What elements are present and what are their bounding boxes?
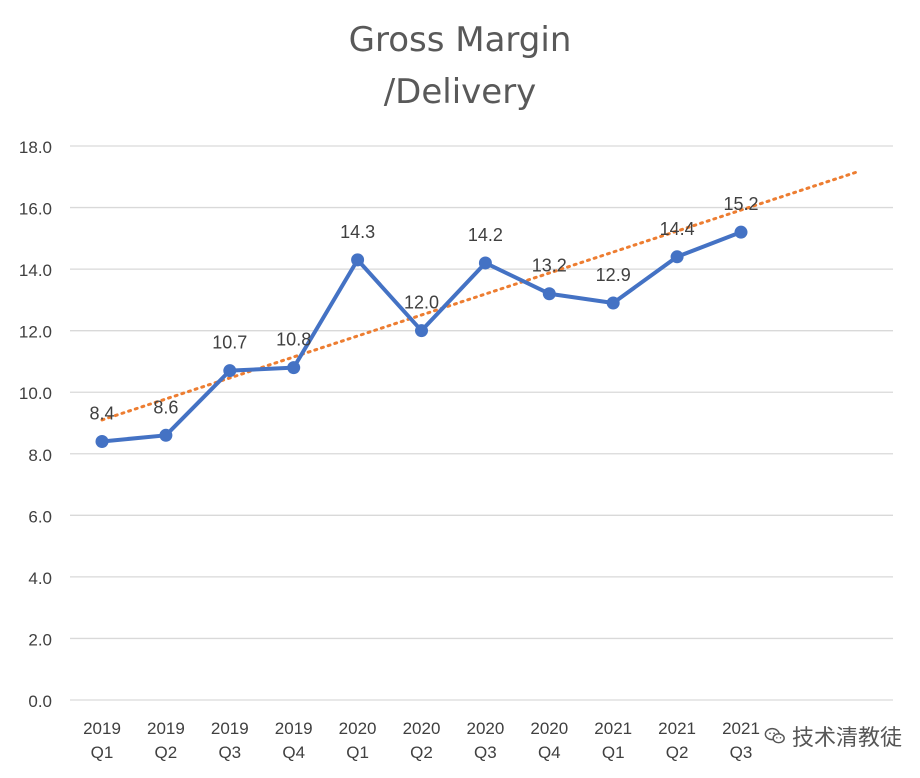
x-tick-label-quarter: Q1 [91,743,114,762]
x-tick-label-year: 2020 [339,719,377,738]
y-tick-label: 4.0 [28,569,52,588]
x-tick-label-quarter: Q2 [410,743,433,762]
x-tick-label-year: 2019 [147,719,185,738]
data-point [95,434,109,448]
data-label: 8.4 [89,403,114,423]
data-label: 10.7 [212,333,247,353]
data-point [542,287,556,301]
trendline [100,170,858,422]
x-tick-label-year: 2019 [275,719,313,738]
chart-title-line-1: Gross Margin [348,20,572,60]
data-point [223,364,237,378]
x-tick-label-quarter: Q2 [155,743,178,762]
x-tick-label-quarter: Q4 [282,743,305,762]
data-point [670,250,684,264]
data-label: 12.0 [404,293,439,313]
data-label: 14.4 [660,219,695,239]
y-tick-label: 10.0 [19,384,52,403]
y-tick-label: 16.0 [19,200,52,219]
watermark-text: 技术清教徒 [791,726,902,751]
x-tick-label-year: 2021 [722,719,760,738]
data-label: 12.9 [596,265,631,285]
data-label: 14.2 [468,225,503,245]
data-point [159,428,173,442]
x-tick-label-quarter: Q3 [218,743,241,762]
y-tick-label: 18.0 [19,138,52,157]
wechat-icon [764,727,785,744]
data-point [606,296,620,310]
chart-title-line-2: /Delivery [383,72,537,112]
data-point [478,256,492,270]
x-tick-label-year: 2021 [594,719,632,738]
x-tick-label-year: 2020 [403,719,441,738]
x-tick-label-year: 2021 [658,719,696,738]
x-tick-label-quarter: Q4 [538,743,561,762]
x-tick-label-year: 2020 [466,719,504,738]
watermark: 技术清教徒 [764,720,902,752]
data-label: 13.2 [532,256,567,276]
y-tick-label: 12.0 [19,323,52,342]
data-point [287,361,301,375]
x-tick-label-quarter: Q1 [602,743,625,762]
data-point [734,225,748,239]
y-tick-label: 2.0 [28,630,52,649]
x-tick-label-quarter: Q1 [346,743,369,762]
x-tick-label-year: 2019 [211,719,249,738]
data-point [351,253,365,267]
x-tick-label-quarter: Q2 [666,743,689,762]
y-tick-label: 14.0 [19,261,52,280]
x-tick-label-quarter: Q3 [730,743,753,762]
data-label: 14.3 [340,222,375,242]
data-label: 10.8 [276,330,311,350]
x-tick-label-year: 2019 [83,719,121,738]
data-label: 15.2 [723,194,758,214]
data-point [415,324,428,338]
y-tick-label: 0.0 [28,692,52,711]
x-tick-label-year: 2020 [530,719,568,738]
x-tick-label-quarter: Q3 [474,743,497,762]
data-label: 8.6 [153,397,178,417]
y-tick-label: 8.0 [28,446,52,465]
y-tick-label: 6.0 [28,507,52,526]
